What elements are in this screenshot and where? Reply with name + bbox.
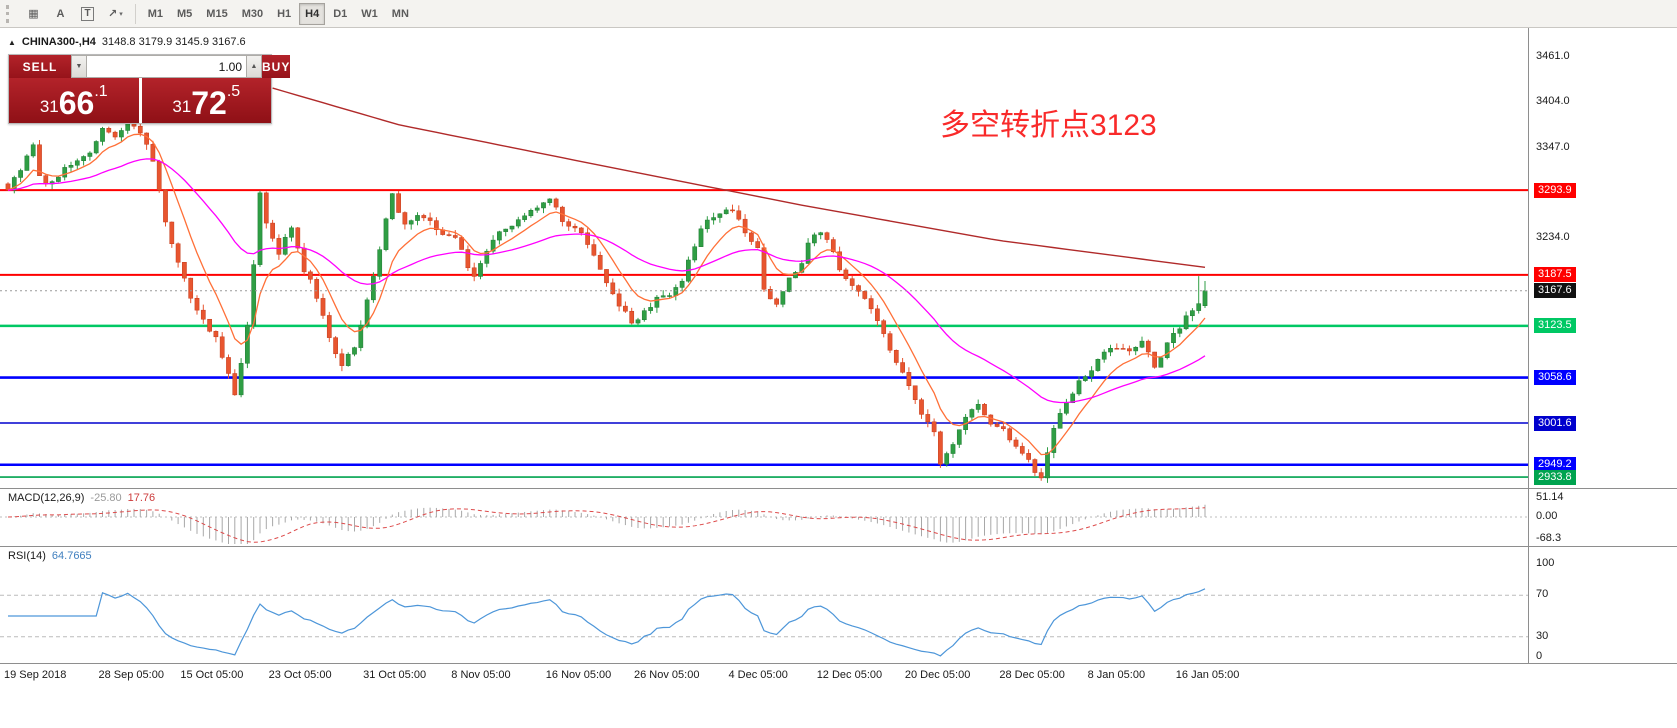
time-axis-label: 26 Nov 05:00 xyxy=(634,669,700,681)
one-click-trade-panel: SELL ▼ ▲ BUY 31 66 .1 31 72 .5 xyxy=(8,54,291,124)
price-badge: 2933.8 xyxy=(1534,469,1576,485)
buy-price-display[interactable]: 31 72 .5 xyxy=(141,78,271,123)
price-badge: 3058.6 xyxy=(1534,370,1576,386)
price-axis[interactable]: 3461.0 3404.0 3347.0 3234.0 3293.9 3187.5 3167… xyxy=(1528,28,1677,488)
time-axis-label: 15 Oct 05:00 xyxy=(180,669,244,681)
tf-button-d1[interactable]: D1 xyxy=(333,7,348,20)
tf-button-w1[interactable]: W1 xyxy=(361,7,378,20)
rsi-value: 64.7665 xyxy=(51,550,92,562)
macd-axis[interactable]: 51.14 0.00 -68.3 xyxy=(1528,489,1677,546)
time-axis-label: 16 Jan 05:00 xyxy=(1175,669,1240,681)
price-axis-label: 3234.0 xyxy=(1536,230,1570,243)
time-axis-label: 20 Dec 05:00 xyxy=(904,669,971,681)
arrow-tool-button[interactable]: ↗ ▾ xyxy=(102,3,129,25)
toolbar-grip[interactable] xyxy=(6,4,14,23)
price-badge: 3293.9 xyxy=(1534,182,1576,198)
buy-price-big: 72 xyxy=(191,85,227,121)
rsi-name: RSI(14) xyxy=(8,550,46,562)
price-badge: 3001.6 xyxy=(1534,415,1576,431)
grid-tool-button[interactable]: ▦ xyxy=(21,3,46,25)
tf-button-h1[interactable]: H1 xyxy=(277,7,292,20)
time-axis[interactable]: 19 Sep 2018 28 Sep 05:00 15 Oct 05:00 23 Oc… xyxy=(0,663,1677,687)
price-axis-label: 3461.0 xyxy=(1536,50,1570,62)
volume-input[interactable] xyxy=(87,55,246,78)
time-axis-label: 12 Dec 05:00 xyxy=(816,669,883,681)
annotation-tools-group: ▦ A T ↗ ▾ xyxy=(20,3,130,25)
chart-annotation-text: 多空转折点3123 xyxy=(940,109,1157,142)
volume-increase-button[interactable]: ▲ xyxy=(246,55,262,78)
tf-button-m5[interactable]: M5 xyxy=(177,7,193,20)
price-badge: 2949.2 xyxy=(1534,457,1576,473)
text-tool-button[interactable]: A xyxy=(48,3,73,25)
macd-axis-label: 51.14 xyxy=(1536,491,1564,503)
rsi-chart-canvas[interactable] xyxy=(0,547,1528,664)
grid-tool-icon: ▦ xyxy=(28,8,39,20)
toolbar-separator xyxy=(134,3,136,24)
rsi-axis-label: 70 xyxy=(1536,588,1549,601)
rsi-label: RSI(14) 64.7665 xyxy=(8,550,92,562)
rsi-axis-label: 0 xyxy=(1536,650,1543,662)
buy-price-suffix: .5 xyxy=(226,83,241,100)
symbol-ohlc: 3148.8 3179.9 3145.9 3167.6 xyxy=(101,36,246,48)
macd-main-value: -25.80 xyxy=(90,492,122,504)
time-axis-label: 16 Nov 05:00 xyxy=(545,669,612,681)
tf-button-m30[interactable]: M30 xyxy=(241,7,264,20)
price-badge: 3167.6 xyxy=(1534,283,1576,299)
textbox-tool-icon: T xyxy=(81,6,94,21)
macd-axis-label: -68.3 xyxy=(1536,532,1562,544)
time-axis-label: 19 Sep 2018 xyxy=(4,669,67,681)
price-chart-panel: ▲ CHINA300-,H4 3148.8 3179.9 3145.9 3167… xyxy=(0,28,1677,488)
sell-price-prefix: 31 xyxy=(39,97,59,116)
macd-label: MACD(12,26,9) -25.80 17.76 xyxy=(8,492,155,504)
toolbar: ▦ A T ↗ ▾ M1 M5 M15 M30 H1 H4 D1 W1 MN xyxy=(0,0,1677,28)
tf-button-mn[interactable]: MN xyxy=(391,7,409,20)
price-axis-label: 3404.0 xyxy=(1536,95,1570,108)
textbox-tool-button[interactable]: T xyxy=(75,3,100,25)
symbol-arrow-icon: ▲ xyxy=(8,37,16,47)
chevron-down-icon: ▾ xyxy=(119,10,123,18)
buy-button[interactable]: BUY xyxy=(262,55,291,78)
tf-button-m15[interactable]: M15 xyxy=(206,7,228,20)
sell-price-display[interactable]: 31 66 .1 xyxy=(9,78,139,123)
timeframe-group: M1 M5 M15 M30 H1 H4 D1 W1 MN xyxy=(141,2,416,25)
price-chart-canvas[interactable] xyxy=(0,28,1528,488)
text-tool-icon: A xyxy=(56,7,65,20)
symbol-header: ▲ CHINA300-,H4 3148.8 3179.9 3145.9 3167… xyxy=(8,36,246,48)
sell-button[interactable]: SELL xyxy=(9,55,71,78)
price-badge: 3123.5 xyxy=(1534,318,1576,334)
rsi-axis-label: 30 xyxy=(1536,629,1549,642)
macd-axis-label: 0.00 xyxy=(1536,510,1558,522)
time-axis-label: 28 Dec 05:00 xyxy=(999,669,1065,681)
sell-price-suffix: .1 xyxy=(94,83,108,100)
time-axis-label: 31 Oct 05:00 xyxy=(363,669,427,681)
macd-chart-canvas[interactable] xyxy=(0,489,1528,547)
sell-price-big: 66 xyxy=(58,85,95,121)
time-axis-label: 28 Sep 05:00 xyxy=(98,669,164,681)
price-axis-label: 3347.0 xyxy=(1536,140,1570,153)
macd-name: MACD(12,26,9) xyxy=(8,492,85,504)
tf-button-m1[interactable]: M1 xyxy=(147,7,164,20)
time-axis-label: 23 Oct 05:00 xyxy=(268,669,332,681)
time-axis-label: 4 Dec 05:00 xyxy=(728,669,788,681)
volume-decrease-button[interactable]: ▼ xyxy=(71,55,87,78)
tf-button-h4[interactable]: H4 xyxy=(299,2,326,25)
time-axis-label: 8 Jan 05:00 xyxy=(1087,669,1146,681)
macd-signal-value: 17.76 xyxy=(127,492,156,504)
rsi-axis[interactable]: 100 70 30 0 xyxy=(1528,547,1677,663)
time-axis-label: 8 Nov 05:00 xyxy=(451,669,511,681)
macd-panel: MACD(12,26,9) -25.80 17.76 51.14 0.00 -68.… xyxy=(0,488,1677,546)
price-badge: 3187.5 xyxy=(1534,267,1576,283)
rsi-axis-label: 100 xyxy=(1536,557,1555,569)
arrow-tool-icon: ↗ xyxy=(108,8,118,20)
buy-price-prefix: 31 xyxy=(172,97,192,116)
symbol-name: CHINA300-,H4 xyxy=(21,36,96,48)
rsi-panel: RSI(14) 64.7665 100 70 30 0 xyxy=(0,546,1677,663)
